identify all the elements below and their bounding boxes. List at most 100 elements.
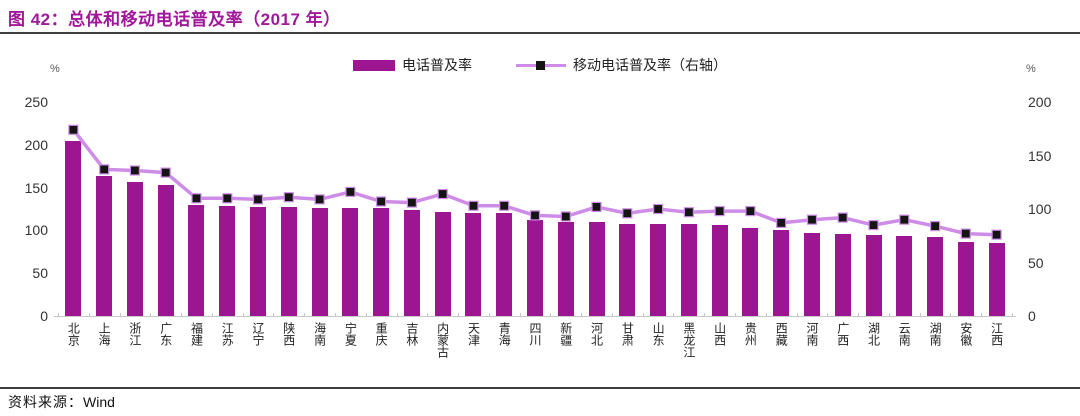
x-label-21: 山西 — [712, 322, 727, 346]
bar-13 — [465, 213, 482, 316]
x-tickmark-17 — [581, 313, 583, 317]
right-tick-3: 150 — [1028, 147, 1052, 164]
bar-26 — [865, 234, 882, 316]
x-label-23: 西藏 — [774, 322, 789, 346]
x-tickmark-16 — [550, 313, 552, 317]
x-tickmark-1 — [88, 313, 90, 317]
x-tickmark-15 — [519, 313, 521, 317]
bar-24 — [803, 232, 820, 316]
bar-3 — [157, 185, 174, 316]
left-tick-4: 200 — [24, 136, 48, 153]
x-label-18: 甘肃 — [620, 322, 635, 346]
x-label-3: 广东 — [158, 322, 173, 346]
right-axis-unit: % — [1026, 63, 1036, 75]
bar-19 — [650, 224, 667, 316]
x-axis-line — [54, 316, 1016, 317]
line-swatch-icon — [516, 60, 566, 71]
bar-swatch-icon — [353, 59, 395, 71]
x-tickmark-8 — [304, 313, 306, 317]
marker-0 — [68, 124, 79, 135]
bar-9 — [342, 208, 359, 316]
bar-16 — [557, 221, 574, 316]
marker-11 — [406, 197, 417, 208]
marker-29 — [960, 228, 971, 239]
left-tick-0: 0 — [40, 308, 48, 324]
x-tickmark-28 — [919, 313, 921, 317]
x-label-9: 宁夏 — [343, 322, 358, 346]
left-tick-1: 50 — [32, 265, 48, 282]
x-tickmark-13 — [458, 313, 460, 317]
x-tickmark-25 — [827, 313, 829, 317]
x-tickmark-3 — [150, 313, 152, 317]
x-tickmark-0 — [58, 313, 59, 317]
line-swatch-marker — [536, 60, 545, 70]
marker-26 — [868, 220, 879, 231]
plot-area — [58, 102, 1012, 316]
x-label-11: 吉林 — [404, 322, 419, 346]
x-tickmark-9 — [334, 313, 336, 317]
x-label-24: 河南 — [804, 322, 819, 346]
title-divider — [0, 32, 1080, 34]
x-label-14: 青海 — [497, 322, 512, 346]
marker-1 — [99, 164, 110, 175]
x-label-20: 黑龙江 — [681, 322, 696, 358]
x-label-29: 安徽 — [958, 322, 973, 346]
marker-9 — [345, 186, 356, 198]
marker-22 — [745, 205, 756, 217]
marker-10 — [376, 196, 387, 207]
marker-21 — [714, 205, 725, 217]
x-tickmark-6 — [242, 313, 244, 317]
x-label-16: 新疆 — [558, 322, 573, 346]
marker-30 — [991, 229, 1002, 240]
marker-16 — [560, 211, 571, 222]
x-tickmark-31 — [1012, 313, 1013, 317]
x-label-0: 北京 — [66, 322, 81, 346]
x-tickmark-14 — [488, 313, 490, 317]
legend-item-telephone: 电话普及率 — [353, 55, 472, 75]
x-label-15: 四川 — [528, 322, 542, 346]
x-tickmark-7 — [273, 313, 275, 317]
bar-25 — [834, 233, 851, 316]
x-tickmark-5 — [211, 313, 213, 317]
footer-divider — [0, 387, 1080, 389]
x-tickmark-27 — [888, 313, 890, 317]
legend-label-mobile: 移动电话普及率（右轴） — [573, 57, 727, 73]
bar-1 — [96, 175, 113, 316]
x-label-2: 浙江 — [127, 322, 142, 346]
marker-3 — [160, 167, 171, 178]
bar-23 — [773, 229, 790, 316]
marker-18 — [622, 208, 633, 219]
marker-28 — [929, 221, 941, 232]
marker-5 — [222, 193, 233, 204]
right-tick-2: 100 — [1028, 201, 1052, 217]
x-tickmark-24 — [796, 313, 798, 317]
left-tick-5: 250 — [24, 94, 48, 110]
marker-13 — [468, 200, 479, 211]
bar-7 — [280, 207, 297, 316]
bar-11 — [403, 209, 420, 316]
marker-7 — [283, 192, 294, 203]
page-title: 图 42：总体和移动电话普及率（2017 年） — [8, 10, 341, 29]
chart-legend: 电话普及率 移动电话普及率（右轴） — [0, 55, 1080, 75]
marker-17 — [591, 201, 602, 213]
x-tickmark-26 — [858, 313, 860, 317]
x-label-30: 江西 — [989, 322, 1004, 346]
x-label-1: 上海 — [97, 322, 112, 346]
x-label-4: 福建 — [189, 322, 204, 346]
marker-14 — [499, 200, 510, 211]
bar-17 — [588, 221, 605, 316]
bar-0 — [65, 141, 82, 316]
x-tickmark-12 — [427, 313, 429, 317]
bar-4 — [188, 204, 205, 316]
marker-4 — [191, 193, 202, 204]
bar-10 — [373, 208, 390, 316]
bar-12 — [434, 212, 451, 316]
x-tickmark-23 — [765, 313, 767, 317]
bar-8 — [311, 208, 328, 316]
x-label-19: 山东 — [651, 322, 666, 346]
left-tick-2: 100 — [24, 222, 48, 239]
x-tickmark-20 — [673, 313, 675, 317]
marker-8 — [314, 194, 325, 205]
x-tickmark-10 — [365, 313, 367, 317]
x-tickmark-11 — [396, 313, 398, 317]
